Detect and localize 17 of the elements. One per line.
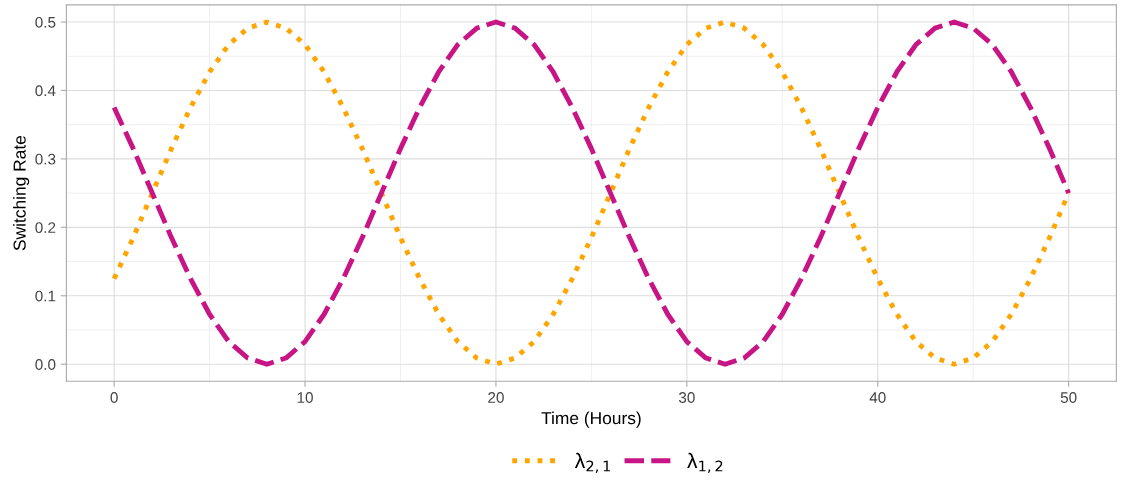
x-tick-label: 30 — [678, 392, 695, 403]
y-axis-title: Switching Rate — [13, 135, 30, 251]
y-tick-label: 0.4 — [35, 85, 56, 97]
y-tick-label: 0.0 — [35, 359, 56, 370]
legend-label: λ$_{2,1}$ — [574, 452, 611, 474]
x-tick-label: 0 — [110, 392, 118, 403]
y-tick-label: 0.3 — [35, 153, 56, 165]
y-tick-label: 0.1 — [35, 290, 56, 302]
y-tick-label: 0.5 — [35, 16, 56, 28]
y-tick-label: 0.2 — [35, 222, 56, 234]
x-tick-label: 40 — [869, 392, 886, 403]
x-tick-label: 20 — [488, 392, 504, 403]
x-tick-label: 50 — [1060, 392, 1077, 403]
x-tick-label: 10 — [297, 392, 313, 403]
line-series — [111, 19, 1072, 367]
x-axis-title: Time (Hours) — [541, 411, 641, 428]
legend-label: λ$_{1,2}$ — [687, 452, 723, 474]
